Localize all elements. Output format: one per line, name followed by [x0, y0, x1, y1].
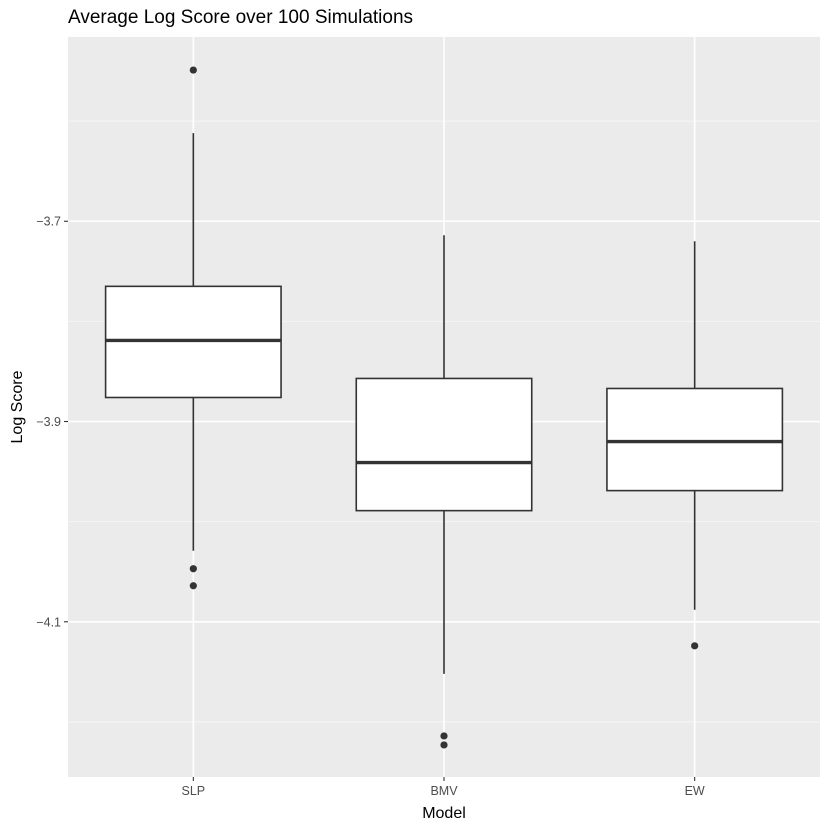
- y-axis-title: Log Score: [9, 370, 26, 443]
- x-tick-label: EW: [685, 784, 705, 798]
- outlier-point: [189, 66, 197, 74]
- outlier-point: [189, 582, 197, 590]
- y-axis: −3.7 −3.9 −4.1: [36, 215, 68, 629]
- outlier-point: [189, 565, 197, 573]
- outlier-point: [440, 732, 448, 740]
- x-tick-label: SLP: [182, 784, 206, 798]
- outlier-point: [440, 741, 448, 749]
- x-tick-label: BMV: [430, 784, 458, 798]
- box-slp: [104, 66, 282, 590]
- x-axis-title: Model: [422, 805, 466, 822]
- box-iqr: [355, 377, 533, 512]
- box-bmv: [355, 235, 533, 749]
- box-series: [104, 66, 784, 749]
- y-tick-label: −3.7: [36, 215, 61, 229]
- chart-title: Average Log Score over 100 Simulations: [68, 7, 413, 28]
- box-iqr: [606, 387, 784, 492]
- y-tick-label: −4.1: [36, 615, 61, 629]
- y-tick-label: −3.9: [36, 415, 61, 429]
- outlier-point: [691, 642, 699, 650]
- x-axis: SLP BMV EW: [182, 777, 705, 798]
- box-ew: [606, 241, 784, 650]
